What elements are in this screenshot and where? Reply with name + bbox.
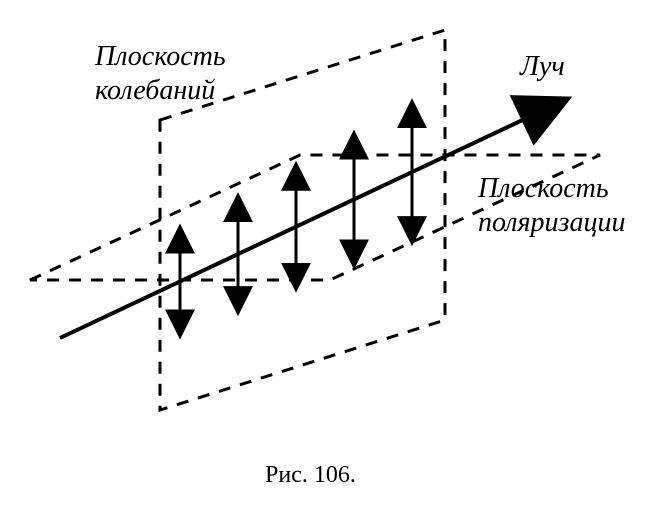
label-oscillation-plane: Плоскостьколебаний xyxy=(94,41,226,106)
label-ray: Луч xyxy=(519,51,565,82)
figure-caption: Рис. 106. xyxy=(265,462,356,488)
label-polarization-plane: Плоскостьполяризации xyxy=(477,173,625,238)
